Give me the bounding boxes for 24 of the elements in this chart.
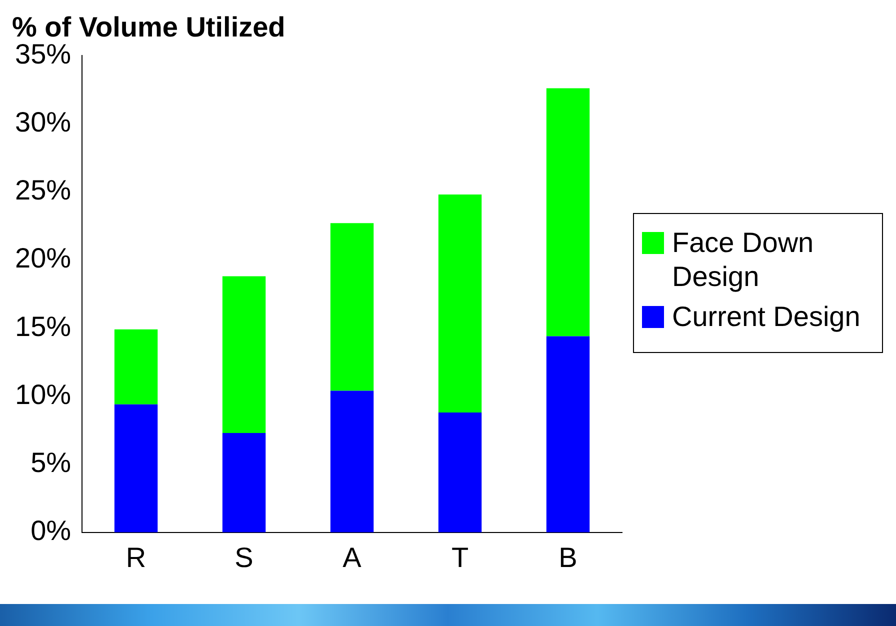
legend-label: Face Down Design [672, 226, 815, 294]
y-tick-label: 10% [14, 378, 72, 410]
x-tick-label: A [342, 542, 362, 573]
bar [546, 336, 590, 532]
bar [114, 329, 158, 404]
bar [114, 404, 158, 532]
bar [330, 390, 374, 532]
x-tick-label: R [126, 542, 146, 573]
y-tick-label: 0% [30, 515, 72, 546]
x-tick-label: T [451, 542, 469, 573]
bar [438, 412, 482, 532]
x-tick-label: B [558, 542, 578, 573]
bar [222, 432, 266, 532]
y-tick-label: 15% [14, 310, 72, 342]
bar [222, 276, 266, 433]
bar [330, 223, 374, 391]
x-tick-label: S [234, 542, 254, 573]
y-tick-label: 20% [14, 242, 72, 274]
bar [546, 88, 590, 336]
bar [438, 194, 482, 413]
legend-label: Current Design [672, 300, 860, 334]
y-tick-label: 5% [30, 447, 72, 478]
y-tick-label: 30% [14, 106, 72, 138]
y-tick-label: 25% [14, 174, 72, 206]
